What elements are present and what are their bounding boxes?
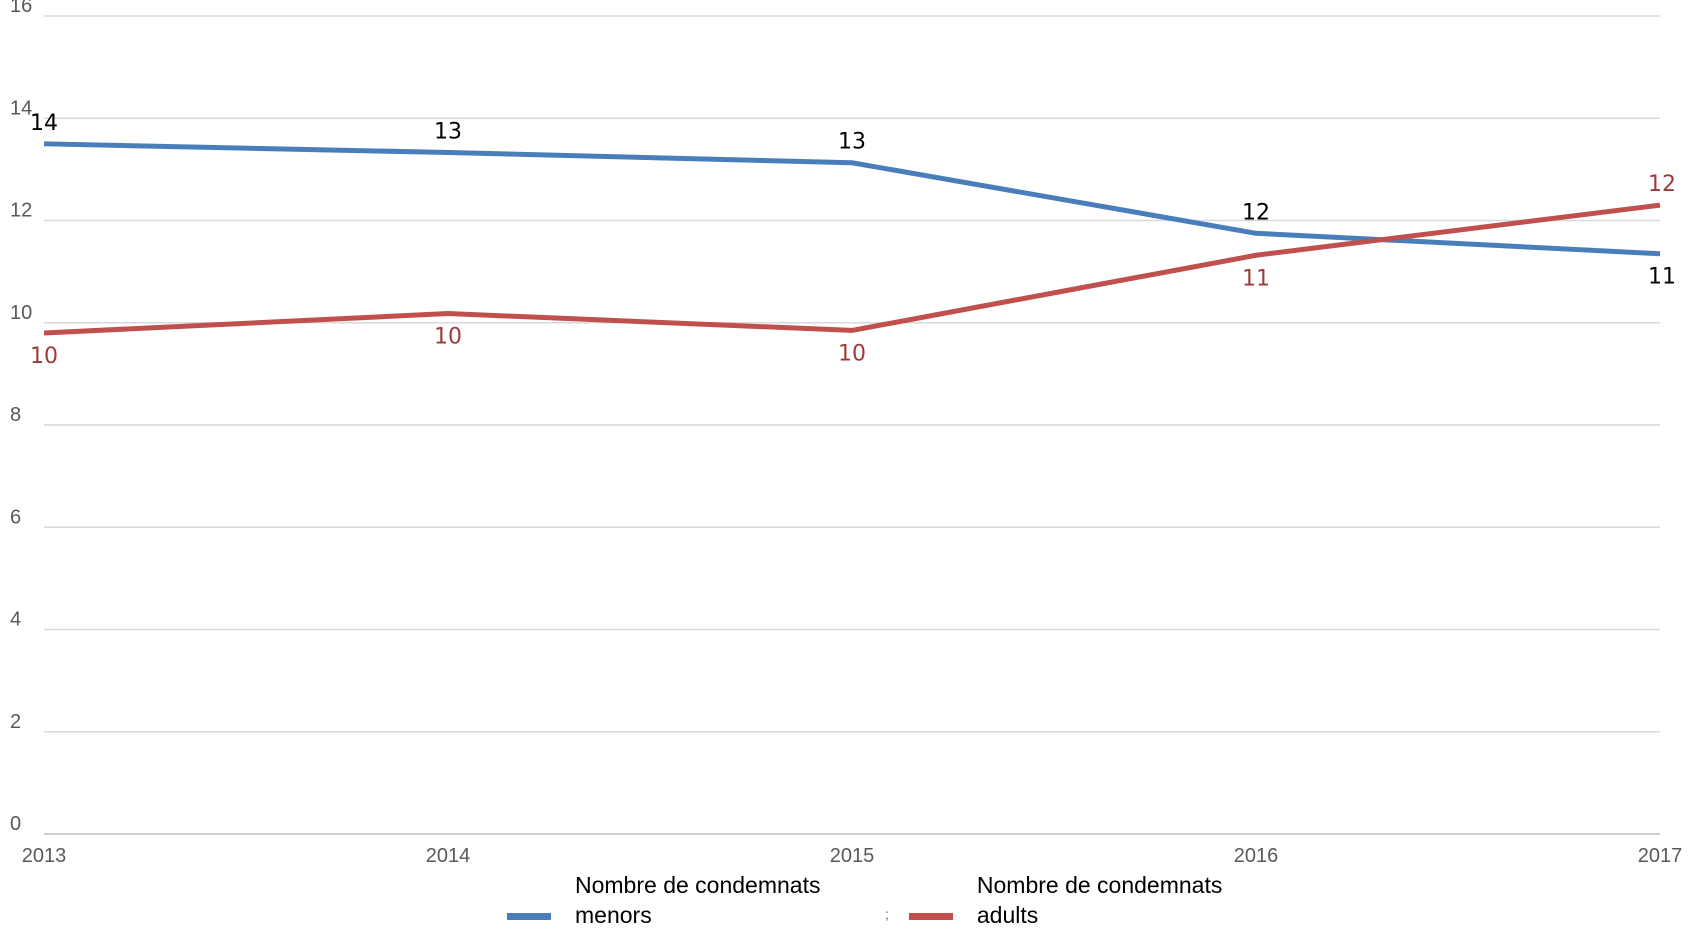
x-tick-label: 2014 <box>426 845 471 867</box>
line-chart: 0 2 4 6 8 10 12 14 16 2013 2014 2015 2016 2017 14 13 13 1… <box>10 0 1683 867</box>
x-tick-label: 2016 <box>1234 845 1279 867</box>
legend-item-menors: Nombre de condemnats menors <box>507 870 865 930</box>
y-tick-label: 10 <box>10 302 32 324</box>
data-label: 10 <box>838 341 866 366</box>
legend-label-menors: Nombre de condemnats menors <box>575 872 821 928</box>
x-tick-label: 2013 <box>22 845 67 867</box>
data-label: 11 <box>1242 266 1270 291</box>
series-line-1 <box>43 202 1661 336</box>
x-tick-label: 2015 <box>830 845 875 867</box>
data-label: 14 <box>30 111 58 136</box>
y-tick-label: 2 <box>10 711 21 733</box>
y-tick-label: 6 <box>10 506 21 528</box>
legend-swatch-menors <box>507 913 551 920</box>
y-tick-label: 12 <box>10 200 32 222</box>
data-label: 12 <box>1648 172 1676 197</box>
data-label: 12 <box>1242 200 1270 225</box>
y-tick-label: 14 <box>10 97 32 119</box>
y-tick-label: 8 <box>10 404 21 426</box>
legend-label-adults: Nombre de condemnats adults <box>976 872 1223 928</box>
data-label: 10 <box>434 325 462 350</box>
y-tick-label: 4 <box>10 609 21 631</box>
legend-item-adults: Nombre de condemnats adults <box>908 870 1267 930</box>
legend: Nombre de condemnats menors ; Nombre de … <box>507 870 1267 930</box>
legend-swatch-adults <box>908 913 953 920</box>
data-label: 10 <box>30 344 58 369</box>
legend-separator: ; <box>885 906 889 922</box>
data-label: 11 <box>1648 265 1676 290</box>
y-tick-label: 0 <box>10 813 21 835</box>
data-label: 13 <box>838 130 866 155</box>
x-tick-label: 2017 <box>1638 845 1683 867</box>
y-tick-label: 16 <box>10 0 32 17</box>
data-label: 13 <box>434 120 462 145</box>
